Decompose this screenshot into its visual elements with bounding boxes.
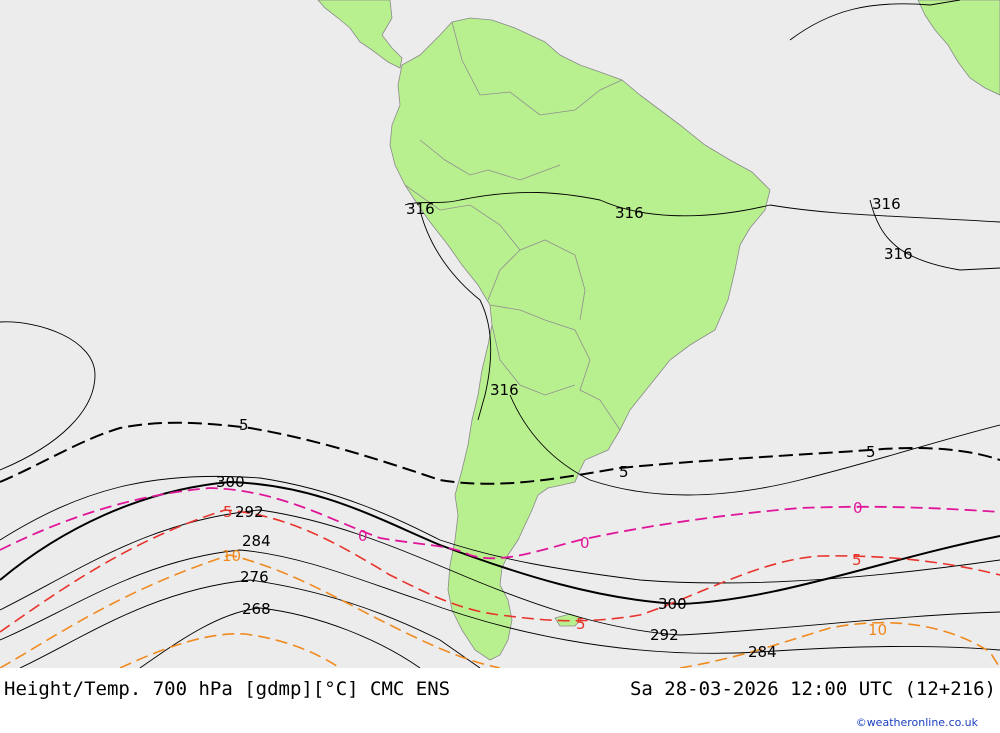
temp-contour-zero (0, 487, 1000, 560)
temp-contour-minus5 (0, 421, 1000, 485)
height-label: 316 (872, 195, 901, 213)
footer (0, 668, 1000, 733)
land-south-america (389, 17, 771, 661)
temp-label: 10 (222, 547, 241, 565)
temp-labels: 5 5 5 0 0 0 5 5 5 10 10 (222, 416, 887, 639)
height-label: 268 (242, 600, 271, 618)
temp-contour-10-low (119, 633, 341, 668)
temp-label: 5 (223, 503, 233, 521)
temp-label: 5 (852, 551, 862, 569)
country-borders (404, 21, 623, 431)
height-label: 284 (242, 532, 271, 550)
land-africa (917, 0, 1000, 96)
temp-label: 10 (868, 621, 887, 639)
height-label: 284 (748, 643, 777, 661)
map-title: Height/Temp. 700 hPa [gdmp][°C] CMC ENS (4, 678, 451, 700)
land-central-america (317, 0, 403, 69)
height-label: 300 (658, 595, 687, 613)
temp-label: 5 (576, 615, 586, 633)
height-label: 292 (650, 626, 679, 644)
temp-label: 0 (853, 499, 863, 517)
height-contour-300 (0, 480, 1000, 606)
temp-contour-10-east (679, 621, 1000, 668)
height-label: 316 (884, 245, 913, 263)
height-labels: 316 316 316 316 316 300 292 284 276 268 … (216, 195, 913, 661)
credit-link[interactable]: ©weatheronline.co.uk (855, 716, 978, 729)
temp-label: 0 (358, 527, 368, 545)
temp-label: 5 (866, 443, 876, 461)
weather-map: 316 316 316 316 316 300 292 284 276 268 … (0, 0, 1000, 668)
temp-contour-10 (0, 554, 501, 668)
height-contours (0, 0, 1000, 668)
height-label: 316 (406, 200, 435, 218)
height-label: 292 (235, 503, 264, 521)
height-label: 276 (240, 568, 269, 586)
height-label: 316 (615, 204, 644, 222)
temp-contour-5 (0, 509, 1000, 633)
map-timestamp: Sa 28-03-2026 12:00 UTC (12+216) (629, 678, 996, 700)
height-label: 300 (216, 473, 245, 491)
temp-label: 5 (619, 463, 629, 481)
height-label: 316 (490, 381, 519, 399)
temp-label: 0 (580, 534, 590, 552)
temp-label: 5 (239, 416, 249, 434)
